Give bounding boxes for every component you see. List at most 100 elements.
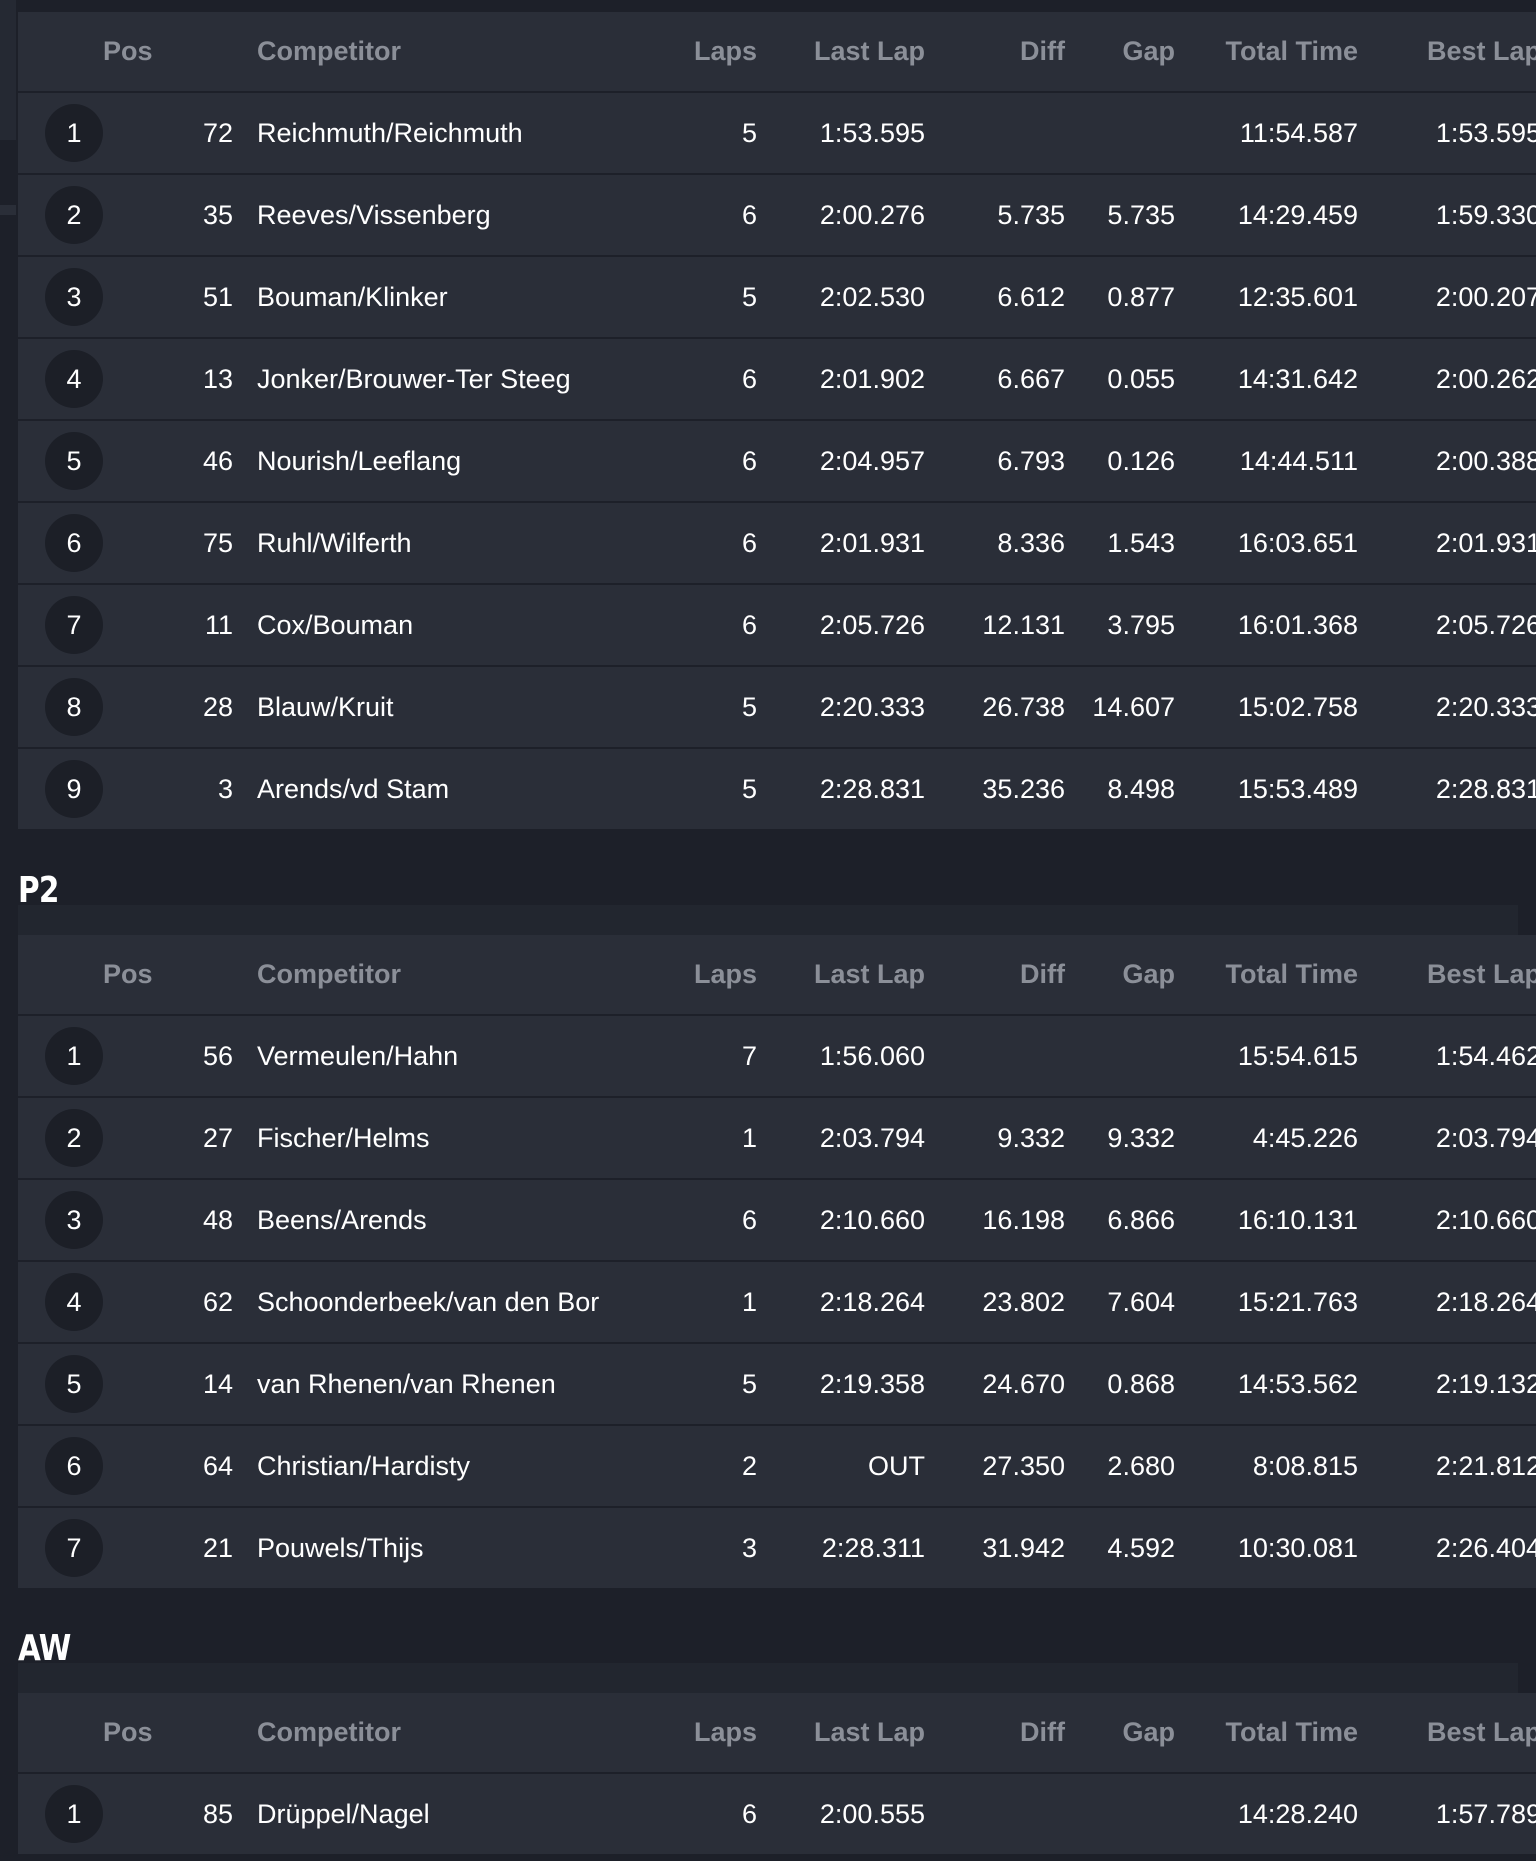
header-competitor[interactable]: Competitor	[233, 12, 677, 93]
last-lap-value: 2:05.726	[757, 584, 925, 667]
header-pos[interactable]: Pos	[18, 1693, 233, 1774]
table-row[interactable]: 7 21 Pouwels/Thijs 3 2:28.311 31.942 4.592 10:3…	[18, 1507, 1536, 1588]
header-pos[interactable]: Pos	[18, 12, 233, 93]
table-row[interactable]: 2 27 Fischer/Helms 1 2:03.794 9.332 9.332 4:45.…	[18, 1097, 1536, 1180]
header-last-lap[interactable]: Last Lap	[757, 12, 925, 93]
best-lap-value: 2:10.660	[1358, 1179, 1536, 1262]
best-lap-value: 2:00.207	[1358, 256, 1536, 339]
position-badge: 5	[45, 432, 103, 490]
position-cell: 6	[18, 1425, 126, 1508]
table-row[interactable]: 3 48 Beens/Arends 6 2:10.660 16.198 6.866 16:10…	[18, 1179, 1536, 1262]
total-time-value: 14:29.459	[1175, 174, 1358, 257]
last-lap-value: 2:18.264	[757, 1261, 925, 1344]
gap-value: 7.604	[1065, 1261, 1175, 1344]
best-lap-value: 1:53.595	[1358, 92, 1536, 175]
car-number: 27	[125, 1097, 233, 1180]
last-lap-value: 2:10.660	[757, 1179, 925, 1262]
total-time-value: 15:21.763	[1175, 1261, 1358, 1344]
best-lap-value: 2:05.726	[1358, 584, 1536, 667]
position-badge: 9	[45, 760, 103, 818]
table-row[interactable]: 6 75 Ruhl/Wilferth 6 2:01.931 8.336 1.543 16:03…	[18, 502, 1536, 585]
position-cell: 7	[18, 584, 126, 667]
competitor-name: Fischer/Helms	[233, 1097, 677, 1180]
header-diff[interactable]: Diff	[925, 935, 1065, 1016]
header-laps[interactable]: Laps	[677, 935, 757, 1016]
table-row[interactable]: 1 56 Vermeulen/Hahn 7 1:56.060 15:54.615 1:54.…	[18, 1015, 1536, 1098]
diff-value: 16.198	[925, 1179, 1065, 1262]
header-best-lap[interactable]: Best Lap	[1358, 935, 1536, 1016]
position-cell: 6	[18, 502, 126, 585]
header-total-time[interactable]: Total Time	[1175, 1693, 1358, 1774]
laps-value: 7	[677, 1015, 757, 1098]
header-gap[interactable]: Gap	[1065, 12, 1175, 93]
header-diff[interactable]: Diff	[925, 12, 1065, 93]
diff-value	[925, 1015, 1065, 1098]
position-badge: 7	[45, 596, 103, 654]
total-time-value: 16:03.651	[1175, 502, 1358, 585]
header-best-lap[interactable]: Best Lap	[1358, 12, 1536, 93]
competitor-name: Beens/Arends	[233, 1179, 677, 1262]
header-gap[interactable]: Gap	[1065, 1693, 1175, 1774]
position-badge: 6	[45, 1437, 103, 1495]
table-row[interactable]: 2 35 Reeves/Vissenberg 6 2:00.276 5.735 5.735 1…	[18, 174, 1536, 257]
last-lap-value: 2:20.333	[757, 666, 925, 749]
laps-value: 1	[677, 1261, 757, 1344]
car-number: 21	[202, 1532, 233, 1563]
total-time-value: 4:45.226	[1175, 1097, 1358, 1180]
car-number: 56	[125, 1015, 233, 1098]
laps-value: 6	[677, 420, 757, 503]
laps-value: 6	[677, 1179, 757, 1262]
last-lap-value: OUT	[757, 1425, 925, 1508]
table-row[interactable]: 4 13 Jonker/Brouwer-Ter Steeg 6 2:01.902 6.66…	[18, 338, 1536, 421]
table-row[interactable]: 3 51 Bouman/Klinker 5 2:02.530 6.612 0.877 12:3…	[18, 256, 1536, 339]
position-cell: 1	[18, 1015, 126, 1098]
gap-value: 1.543	[1065, 502, 1175, 585]
car-number: 46	[125, 420, 233, 503]
results-section-3: Pos Competitor Laps Last Lap Diff Gap To…	[18, 1663, 1536, 1854]
last-lap-value: 1:56.060	[757, 1015, 925, 1098]
last-lap-value: 2:01.931	[757, 502, 925, 585]
left-edge-panel	[0, 0, 16, 140]
header-competitor[interactable]: Competitor	[233, 1693, 677, 1774]
header-last-lap[interactable]: Last Lap	[757, 935, 925, 1016]
header-laps[interactable]: Laps	[677, 12, 757, 93]
position-badge: 5	[45, 1355, 103, 1413]
header-total-time[interactable]: Total Time	[1175, 935, 1358, 1016]
position-cell: 3	[18, 256, 126, 339]
header-gap[interactable]: Gap	[1065, 935, 1175, 1016]
table-row[interactable]: 1 72 Reichmuth/Reichmuth 5 1:53.595 11:54.587…	[18, 92, 1536, 175]
table-row[interactable]: 6 64 Christian/Hardisty 2 OUT 27.350 2.680 8:08…	[18, 1425, 1536, 1508]
header-last-lap[interactable]: Last Lap	[757, 1693, 925, 1774]
table-row[interactable]: 9 3 Arends/vd Stam 5 2:28.831 35.236 8.498 15:5…	[18, 748, 1536, 829]
position-cell: 2	[18, 174, 126, 257]
header-competitor[interactable]: Competitor	[233, 935, 677, 1016]
position-cell: 5	[18, 420, 126, 503]
table-row[interactable]: 1 85 Drüppel/Nagel 6 2:00.555 14:28.240 1:57.7…	[18, 1773, 1536, 1854]
car-number: 14	[125, 1343, 233, 1426]
laps-value: 2	[677, 1425, 757, 1508]
gap-value	[1065, 1773, 1175, 1854]
header-best-lap[interactable]: Best Lap	[1358, 1693, 1536, 1774]
header-diff[interactable]: Diff	[925, 1693, 1065, 1774]
laps-value: 6	[677, 174, 757, 257]
total-time-value: 15:53.489	[1237, 773, 1358, 804]
table-row[interactable]: 7 11 Cox/Bouman 6 2:05.726 12.131 3.795 16:01.3…	[18, 584, 1536, 667]
table-row[interactable]: 5 14 van Rhenen/van Rhenen 5 2:19.358 24.670 0…	[18, 1343, 1536, 1426]
table-row[interactable]: 8 28 Blauw/Kruit 5 2:20.333 26.738 14.607 15:02…	[18, 666, 1536, 749]
last-lap-value: 2:02.530	[757, 256, 925, 339]
gap-value: 0.868	[1065, 1343, 1175, 1426]
car-number: 11	[125, 584, 233, 667]
table-row[interactable]: 5 46 Nourish/Leeflang 6 2:04.957 6.793 0.126 14…	[18, 420, 1536, 503]
total-time-value: 10:30.081	[1237, 1532, 1358, 1563]
table-header-row: Pos Competitor Laps Last Lap Diff Gap To…	[18, 935, 1536, 1016]
header-laps[interactable]: Laps	[677, 1693, 757, 1774]
header-total-time[interactable]: Total Time	[1175, 12, 1358, 93]
table-header-row: Pos Competitor Laps Last Lap Diff Gap To…	[18, 12, 1536, 93]
position-badge: 4	[45, 1273, 103, 1331]
gap-value: 8.498	[1107, 773, 1175, 804]
position-badge: 1	[45, 1027, 103, 1085]
competitor-name: Christian/Hardisty	[233, 1425, 677, 1508]
position-badge: 1	[45, 104, 103, 162]
header-pos[interactable]: Pos	[18, 935, 233, 1016]
table-row[interactable]: 4 62 Schoonderbeek/van den Bor 1 2:18.264 23.…	[18, 1261, 1536, 1344]
